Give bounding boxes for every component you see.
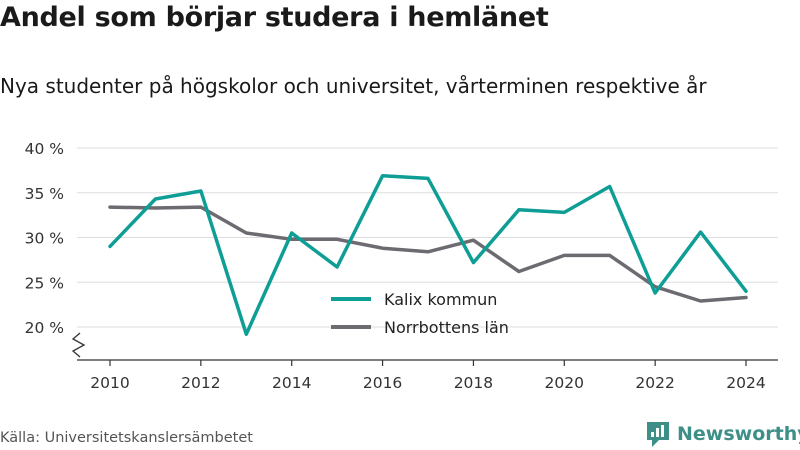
x-tick-label: 2014 xyxy=(272,374,311,392)
source-note: Källa: Universitetskanslersämbetet xyxy=(0,430,253,446)
line-chart: 20 %25 %30 %35 %40 % 2010 2012 2014 2016 201… xyxy=(25,140,778,392)
y-tick-label: 20 % xyxy=(25,319,64,337)
newsworthy-logo-icon xyxy=(647,422,669,447)
x-tick-label: 2016 xyxy=(363,374,402,392)
x-tick-label: 2010 xyxy=(90,374,129,392)
brand-name: Newsworthy xyxy=(677,423,800,445)
brand-logo: Newsworthy xyxy=(645,419,800,449)
x-tick-label: 2022 xyxy=(635,374,674,392)
x-tick-label: 2024 xyxy=(726,374,765,392)
x-tick-label: 2018 xyxy=(454,374,493,392)
series-line-norrbottens-lan xyxy=(108,205,748,303)
y-tick-label: 40 % xyxy=(25,140,64,158)
y-axis-ticks: 20 % 25 % 30 % 35 % 40 % xyxy=(25,140,64,337)
x-tick-label: 2020 xyxy=(545,374,584,392)
x-axis xyxy=(71,332,778,361)
axis-break-icon xyxy=(71,332,86,358)
x-tick-label: 2012 xyxy=(181,374,220,392)
chart-title: Andel som börjar studera i hemlänet xyxy=(0,2,549,33)
chart-subtitle: Nya studenter på högskolor och universit… xyxy=(0,74,707,98)
x-axis-ticks: 2010 2012 2014 2016 2018 2020 2022 2024 xyxy=(90,360,766,392)
legend-label: Kalix kommun xyxy=(384,290,497,309)
y-tick-label: 25 % xyxy=(25,274,64,292)
series-line-kalix-kommun xyxy=(108,173,748,336)
legend: Kalix kommun Norrbottens län xyxy=(331,290,509,337)
y-tick-label: 35 % xyxy=(25,185,64,203)
series-lines xyxy=(108,173,748,336)
y-tick-label: 30 % xyxy=(25,230,64,248)
legend-label: Norrbottens län xyxy=(384,318,509,337)
